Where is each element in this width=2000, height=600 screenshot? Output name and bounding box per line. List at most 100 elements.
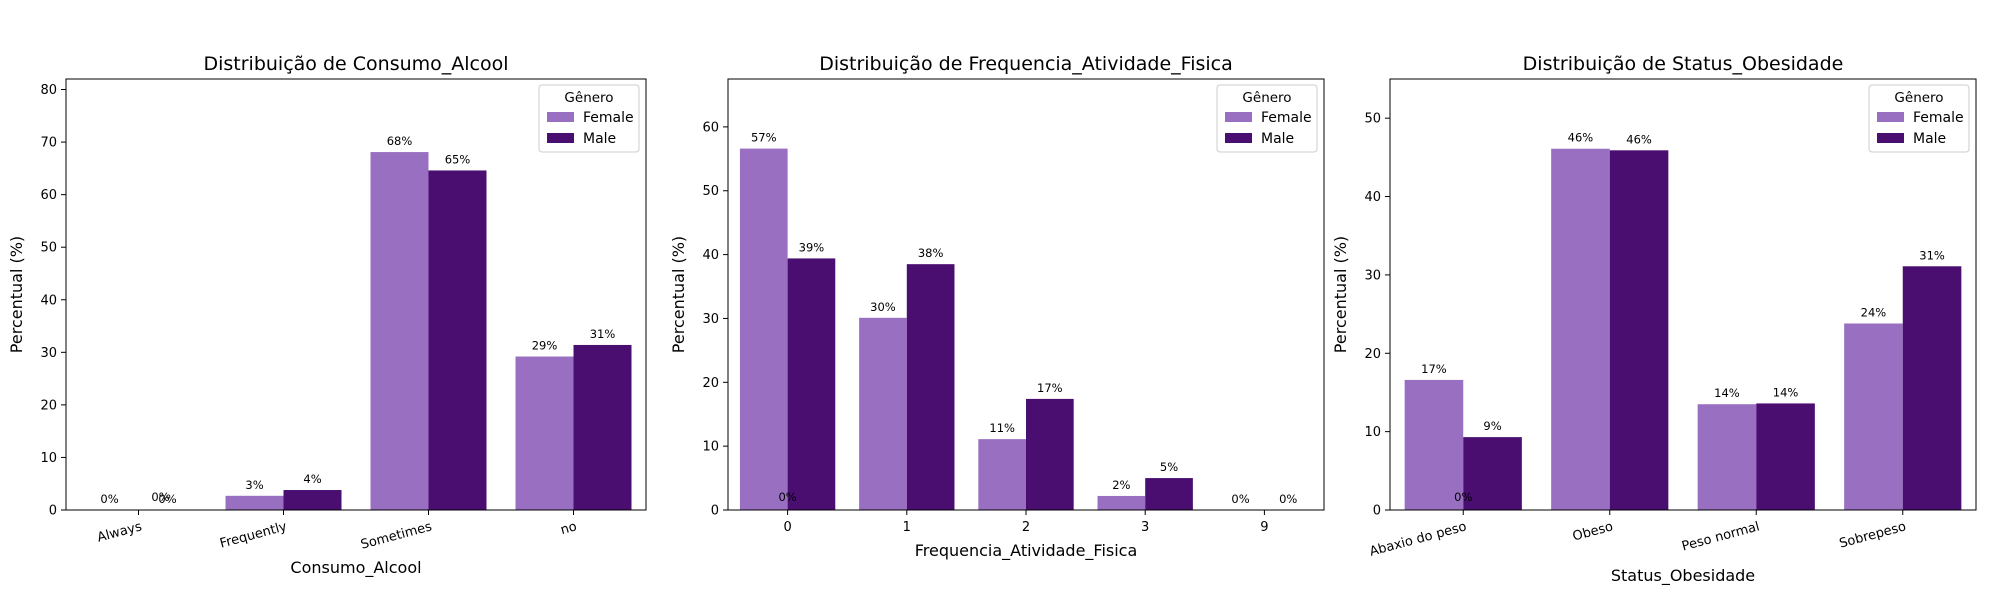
legend-swatch-female <box>547 112 574 122</box>
bar-female-2 <box>978 439 1026 510</box>
legend-label-male: Male <box>1913 131 1946 147</box>
bar-female-0 <box>1404 379 1464 510</box>
legend-label-male: Male <box>583 131 616 147</box>
x-tick-label: Sometimes <box>359 519 434 552</box>
data-label: 39% <box>799 240 825 254</box>
data-label-extra: 0% <box>778 490 796 504</box>
y-axis-label: Percentual (%) <box>7 236 26 353</box>
y-tick-label: 20 <box>702 376 719 391</box>
x-tick-label: 3 <box>1141 520 1149 535</box>
bar-male-1 <box>906 264 955 510</box>
x-tick-label: 1 <box>903 520 911 535</box>
bar-female-1 <box>859 317 907 510</box>
bar-female-3 <box>515 356 574 510</box>
data-label-extra: 0% <box>1454 490 1472 504</box>
y-tick-label: 20 <box>40 398 57 413</box>
x-tick-label: Frequently <box>218 519 289 551</box>
data-label: 0% <box>100 492 118 506</box>
legend-label-male: Male <box>1261 131 1294 147</box>
legend: Gênero Female Male <box>1216 84 1318 153</box>
legend-swatch-male <box>547 133 574 143</box>
y-tick-label: 70 <box>40 136 57 151</box>
legend: Gênero Female Male <box>1868 84 1970 153</box>
y-tick-label: 60 <box>702 120 719 135</box>
y-tick-label: 40 <box>40 293 57 308</box>
data-label-extra: 0% <box>151 490 169 504</box>
axes-frame <box>65 78 647 511</box>
data-label: 0% <box>1231 492 1249 506</box>
data-label: 2% <box>1112 478 1130 492</box>
y-tick-label: 0 <box>711 504 719 519</box>
bar-female-1 <box>225 495 284 510</box>
chart-title: Distribuição de Consumo_Alcool <box>203 53 508 75</box>
legend-swatch-male <box>1225 133 1252 143</box>
y-tick-label: 40 <box>1364 190 1381 205</box>
legend-label-female: Female <box>1261 110 1312 126</box>
y-tick-label: 40 <box>702 248 719 263</box>
bar-male-1 <box>283 490 342 510</box>
y-tick-label: 0 <box>1373 504 1381 519</box>
data-label: 38% <box>918 246 944 260</box>
data-label: 14% <box>1714 386 1740 400</box>
bar-female-2 <box>1697 404 1757 510</box>
data-label: 3% <box>245 478 263 492</box>
data-label: 31% <box>1919 248 1945 262</box>
bar-female-0 <box>739 148 788 511</box>
data-label: 17% <box>1421 362 1447 376</box>
y-axis-label: Percentual (%) <box>669 236 688 353</box>
y-tick-label: 10 <box>702 440 719 455</box>
legend-swatch-female <box>1225 112 1252 122</box>
data-label: 14% <box>1773 385 1799 399</box>
y-tick-label: 10 <box>40 451 57 466</box>
y-tick-label: 20 <box>1364 347 1381 362</box>
y-tick-label: 0 <box>49 504 57 519</box>
x-tick-label: Abaxio do peso <box>1368 519 1468 559</box>
bar-male-0 <box>787 258 836 510</box>
data-label: 57% <box>751 131 777 145</box>
bar-male-3 <box>1902 266 1962 510</box>
chart-panel-1: Distribuição de Consumo_Alcool 0% 3% 68% 29%… <box>7 53 647 578</box>
bar-female-3 <box>1844 323 1903 510</box>
axes-frame <box>1389 78 1977 511</box>
data-label: 29% <box>532 339 558 353</box>
bar-female-2 <box>370 152 429 510</box>
data-label: 11% <box>989 421 1015 435</box>
data-label: 30% <box>870 300 896 314</box>
legend-label-female: Female <box>583 110 634 126</box>
y-tick-label: 80 <box>40 83 57 98</box>
x-tick-label: 2 <box>1022 520 1030 535</box>
y-tick-label: 30 <box>1364 268 1381 283</box>
data-label: 31% <box>590 327 616 341</box>
x-axis-label: Frequencia_Atividade_Fisica <box>915 541 1138 561</box>
x-tick-label: 0 <box>783 520 791 535</box>
data-label: 9% <box>1483 419 1501 433</box>
y-tick-label: 50 <box>40 241 57 256</box>
data-label: 0% <box>158 492 176 506</box>
data-label: 5% <box>1160 460 1178 474</box>
x-axis-label: Consumo_Alcool <box>290 558 421 578</box>
bar-male-3 <box>1145 478 1193 510</box>
bar-male-3 <box>573 344 632 510</box>
data-label: 0% <box>1279 492 1297 506</box>
bar-male-2 <box>1026 398 1074 510</box>
x-tick-label: Obeso <box>1571 519 1615 544</box>
data-label: 46% <box>1626 132 1652 146</box>
y-tick-label: 60 <box>40 188 57 203</box>
legend-title: Gênero <box>1242 90 1291 106</box>
y-tick-label: 50 <box>702 184 719 199</box>
x-tick-label: 9 <box>1260 520 1268 535</box>
chart-title: Distribuição de Frequencia_Atividade_Fis… <box>819 53 1233 75</box>
data-label: 65% <box>445 152 471 166</box>
bar-male-0 <box>1463 437 1522 510</box>
x-tick-label: Peso normal <box>1680 519 1761 554</box>
data-label: 46% <box>1568 131 1594 145</box>
y-tick-label: 30 <box>702 312 719 327</box>
x-tick-label: Sobrepeso <box>1838 519 1908 551</box>
legend-label-female: Female <box>1913 110 1964 126</box>
x-axis-label: Status_Obesidade <box>1611 566 1755 586</box>
x-tick-label: no <box>559 519 579 538</box>
bar-female-1 <box>1551 148 1610 510</box>
legend-title: Gênero <box>1894 90 1943 106</box>
bar-male-2 <box>1756 403 1815 510</box>
